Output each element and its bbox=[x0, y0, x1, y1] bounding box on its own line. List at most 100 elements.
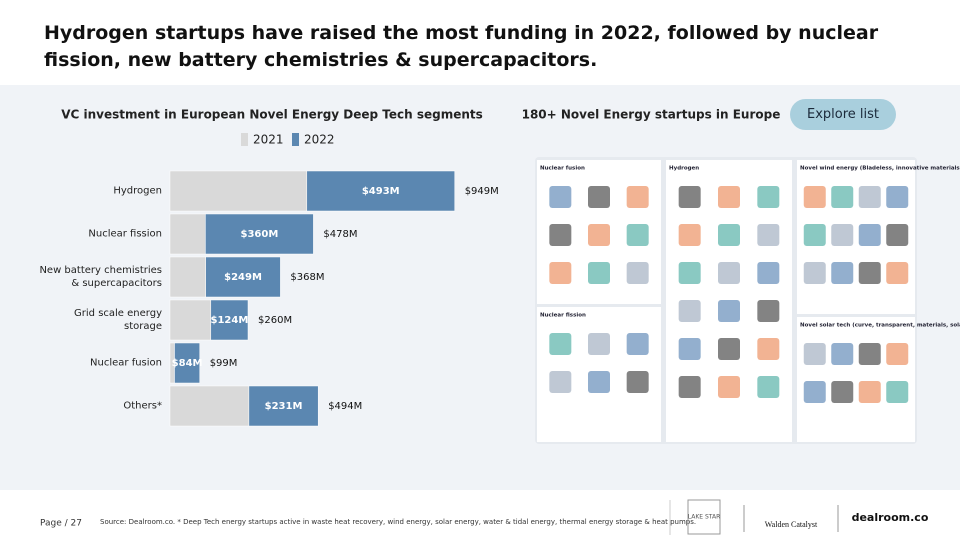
bar-segment bbox=[169, 213, 206, 255]
startup-logo bbox=[588, 262, 610, 284]
total-label: $99M bbox=[210, 358, 238, 369]
bar-segment bbox=[169, 170, 308, 212]
startup-logo bbox=[626, 186, 649, 208]
startup-logo bbox=[858, 381, 881, 403]
startup-logo bbox=[549, 186, 572, 208]
startup-logo bbox=[678, 300, 701, 322]
startup-logo bbox=[718, 338, 740, 360]
total-label: $368M bbox=[290, 272, 324, 283]
total-label: $949M bbox=[465, 186, 499, 197]
total-label: $494M bbox=[328, 401, 362, 412]
startup-logo bbox=[886, 186, 909, 208]
startup-logo bbox=[678, 376, 701, 398]
section-title: Novel wind energy (Bladeless, innovative… bbox=[800, 166, 960, 172]
startup-logo bbox=[718, 376, 740, 398]
startup-logo bbox=[626, 333, 649, 355]
startup-logo bbox=[886, 224, 909, 246]
startup-logo bbox=[718, 224, 740, 246]
bar-segment bbox=[174, 342, 200, 384]
panel-title: 180+ Novel Energy startups in Europe bbox=[522, 108, 781, 122]
startup-logo bbox=[678, 224, 701, 246]
category-label: New battery chemistries & supercapacitor… bbox=[39, 265, 162, 289]
startup-logo bbox=[831, 343, 854, 365]
startup-logo bbox=[718, 300, 740, 322]
bar-segment bbox=[205, 213, 314, 255]
legend-swatch bbox=[241, 133, 248, 146]
startup-logo bbox=[626, 224, 649, 246]
bar-segment bbox=[306, 170, 455, 212]
startup-logo bbox=[831, 224, 854, 246]
startup-logo bbox=[678, 262, 701, 284]
startup-logo bbox=[588, 224, 610, 246]
startup-logo bbox=[858, 343, 881, 365]
startup-logo bbox=[831, 381, 854, 403]
startup-logo bbox=[718, 186, 740, 208]
startup-logo bbox=[757, 300, 780, 322]
startup-logo bbox=[858, 262, 881, 284]
bar-segment bbox=[169, 385, 250, 427]
startup-logo bbox=[549, 262, 572, 284]
startup-logo bbox=[678, 186, 701, 208]
logo-box bbox=[687, 499, 721, 535]
startup-logo bbox=[588, 371, 610, 393]
startup-logo bbox=[549, 333, 572, 355]
legend-label: 2022 bbox=[304, 133, 335, 147]
value-label: $249M bbox=[224, 272, 262, 283]
startup-logo bbox=[886, 343, 909, 365]
startup-logo bbox=[858, 224, 881, 246]
startup-logo bbox=[757, 376, 780, 398]
bar-segment bbox=[169, 299, 212, 341]
category-label: Nuclear fusion bbox=[90, 357, 162, 369]
section-title: Nuclear fission bbox=[540, 313, 586, 319]
value-label: $493M bbox=[362, 186, 400, 197]
category-label: Nuclear fission bbox=[88, 228, 162, 240]
startup-logo bbox=[886, 262, 909, 284]
startup-logo bbox=[803, 343, 826, 365]
logo: dealroom.co bbox=[852, 511, 929, 524]
bar-segment bbox=[248, 385, 319, 427]
startup-logo bbox=[757, 338, 780, 360]
logo: LAKE STAR bbox=[688, 514, 721, 521]
section-card bbox=[797, 317, 915, 442]
startup-logo bbox=[588, 186, 610, 208]
explore-button[interactable]: Explore list bbox=[790, 99, 896, 130]
source: Source: Dealroom.co. * Deep Tech energy … bbox=[100, 518, 696, 526]
logo: Walden Catalyst bbox=[765, 520, 818, 529]
value-label: $84M bbox=[172, 358, 203, 369]
section-title: Hydrogen bbox=[669, 166, 699, 172]
legend-label: 2021 bbox=[253, 133, 284, 147]
bar-segment bbox=[205, 256, 281, 298]
footer-bg bbox=[0, 490, 960, 540]
value-label: $124M bbox=[211, 315, 249, 326]
startup-logo bbox=[757, 262, 780, 284]
startup-logo bbox=[549, 224, 572, 246]
startup-logo bbox=[757, 224, 780, 246]
startup-logo bbox=[549, 371, 572, 393]
startup-logo bbox=[886, 381, 909, 403]
category-label: Grid scale energy storage bbox=[74, 308, 162, 332]
section-title: Novel solar tech (curve, transparent, ma… bbox=[800, 323, 960, 329]
startup-logo bbox=[831, 186, 854, 208]
section-title: Nuclear fusion bbox=[540, 166, 585, 172]
startup-logo bbox=[588, 333, 610, 355]
startup-logo bbox=[858, 186, 881, 208]
category-label: Hydrogen bbox=[113, 185, 162, 197]
total-label: $478M bbox=[323, 229, 357, 240]
page-number: Page / 27 bbox=[40, 519, 82, 529]
slide-title: Hydrogen startups have raised the most f… bbox=[44, 22, 879, 71]
value-label: $231M bbox=[265, 401, 303, 412]
startup-logo bbox=[718, 262, 740, 284]
bar-segment bbox=[210, 299, 249, 341]
category-label: Others* bbox=[123, 400, 162, 412]
startup-logo bbox=[626, 371, 649, 393]
legend-swatch bbox=[292, 133, 299, 146]
bar-segment bbox=[169, 256, 206, 298]
startup-logo bbox=[757, 186, 780, 208]
startup-logo bbox=[803, 381, 826, 403]
startup-logo bbox=[678, 338, 701, 360]
chart-title: VC investment in European Novel Energy D… bbox=[61, 108, 483, 122]
startup-logo bbox=[803, 262, 826, 284]
value-label: $360M bbox=[241, 229, 279, 240]
